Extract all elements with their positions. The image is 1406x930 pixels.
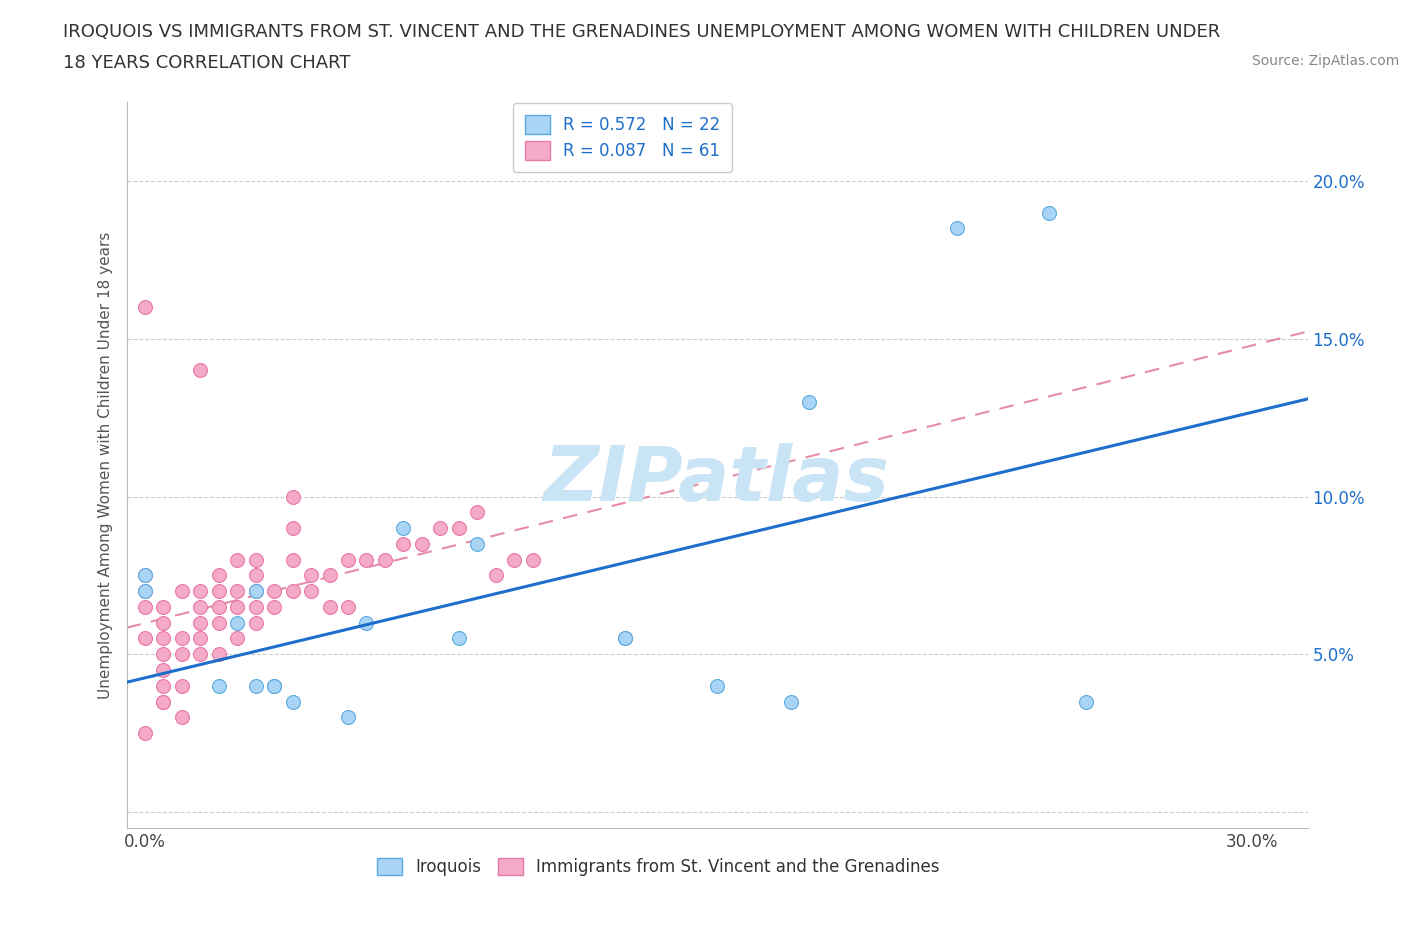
Point [152,616,174,631]
Point [263,678,285,693]
Point [170,710,193,724]
Point [152,678,174,693]
Point [208,678,231,693]
Point [134,631,156,646]
Point [503,552,526,567]
Y-axis label: Unemployment Among Women with Children Under 18 years: Unemployment Among Women with Children U… [97,232,112,698]
Point [245,584,267,599]
Text: ZIPatlas: ZIPatlas [544,443,890,516]
Point [318,600,340,615]
Point [152,662,174,677]
Point [946,221,969,236]
Point [706,678,728,693]
Point [152,694,174,709]
Point [152,694,174,709]
Point [134,568,156,583]
Point [1076,694,1098,709]
Point [208,568,231,583]
Point [281,584,304,599]
Point [134,568,156,583]
Point [245,552,267,567]
Point [226,631,249,646]
Point [188,646,212,661]
Point [134,299,156,314]
Point [447,631,470,646]
Point [281,694,304,709]
Point [447,521,470,536]
Point [613,631,636,646]
Point [152,600,174,615]
Point [208,600,231,615]
Point [374,552,396,567]
Point [134,600,156,615]
Point [152,631,174,646]
Point [226,552,249,567]
Point [226,600,249,615]
Point [170,631,193,646]
Point [208,646,231,661]
Point [522,552,544,567]
Point [208,616,231,631]
Point [318,568,340,583]
Point [245,600,267,615]
Legend: Iroquois, Immigrants from St. Vincent and the Grenadines: Iroquois, Immigrants from St. Vincent an… [368,850,948,884]
Point [134,584,156,599]
Point [208,584,231,599]
Point [170,584,193,599]
Point [134,725,156,740]
Point [245,568,267,583]
Point [337,600,360,615]
Point [134,584,156,599]
Point [245,678,267,693]
Point [356,616,378,631]
Point [465,505,488,520]
Point [188,631,212,646]
Point [337,552,360,567]
Point [1038,206,1060,220]
Point [226,616,249,631]
Point [299,584,322,599]
Point [281,489,304,504]
Text: 18 YEARS CORRELATION CHART: 18 YEARS CORRELATION CHART [63,54,350,72]
Point [281,521,304,536]
Point [245,584,267,599]
Point [263,584,285,599]
Point [299,568,322,583]
Point [188,600,212,615]
Point [429,521,451,536]
Point [170,678,193,693]
Text: IROQUOIS VS IMMIGRANTS FROM ST. VINCENT AND THE GRENADINES UNEMPLOYMENT AMONG WO: IROQUOIS VS IMMIGRANTS FROM ST. VINCENT … [63,23,1220,41]
Point [779,694,801,709]
Point [263,678,285,693]
Point [152,646,174,661]
Point [484,568,508,583]
Point [188,584,212,599]
Point [465,537,488,551]
Point [188,616,212,631]
Point [226,584,249,599]
Text: Source: ZipAtlas.com: Source: ZipAtlas.com [1251,54,1399,68]
Point [281,552,304,567]
Point [411,537,433,551]
Point [170,646,193,661]
Point [188,363,212,378]
Point [799,394,821,409]
Point [613,631,636,646]
Point [356,552,378,567]
Point [245,616,267,631]
Point [263,600,285,615]
Point [392,537,415,551]
Point [392,521,415,536]
Point [337,710,360,724]
